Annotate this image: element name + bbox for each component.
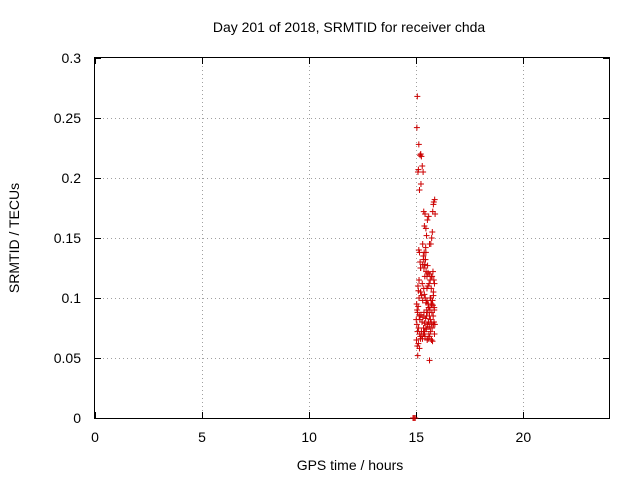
data-point: [431, 307, 438, 313]
data-point: [423, 297, 430, 304]
x-tick-label: 20: [516, 429, 532, 445]
y-tick-label: 0: [73, 410, 81, 426]
data-point: [418, 292, 425, 299]
data-point: [427, 316, 434, 323]
data-point: [417, 265, 424, 271]
data-point: [425, 304, 432, 311]
data-point: [429, 325, 436, 331]
data-point: [412, 415, 419, 421]
data-point: [417, 289, 424, 295]
x-tick-labels: 0 5 10 15 20: [91, 429, 531, 445]
x-tick-label: 15: [408, 429, 424, 445]
data-point: [430, 289, 437, 295]
y-tick-label: 0.05: [54, 350, 81, 366]
data-point: [430, 321, 437, 328]
data-point: [426, 313, 433, 319]
data-point: [421, 291, 428, 298]
y-axis-label: SRMTID / TECUs: [6, 183, 22, 293]
data-point: [419, 319, 426, 325]
data-point: [416, 345, 423, 352]
data-point: [419, 163, 426, 169]
data-point: [421, 328, 428, 335]
data-point: [424, 217, 431, 223]
x-tick-label: 0: [91, 429, 99, 445]
data-point: [419, 280, 426, 287]
data-point: [432, 211, 439, 217]
y-tick-label: 0.1: [62, 290, 82, 306]
x-tick-label: 5: [198, 429, 206, 445]
data-point: [415, 141, 422, 148]
data-point: [416, 187, 423, 193]
data-point: [425, 213, 432, 220]
data-point: [415, 166, 422, 173]
chart-title: Day 201 of 2018, SRMTID for receiver chd…: [213, 19, 486, 35]
plot-frame: [94, 57, 610, 419]
data-point: [413, 316, 420, 323]
axis-ticks: [95, 58, 609, 419]
data-point: [429, 302, 436, 309]
data-point: [428, 235, 435, 241]
data-point: [420, 256, 427, 263]
data-point: [427, 295, 434, 301]
data-point: [430, 277, 437, 283]
data-point: [431, 196, 438, 203]
y-tick-label: 0.25: [54, 110, 81, 126]
data-point: [415, 340, 422, 347]
y-tick-label: 0.15: [54, 230, 81, 246]
data-point: [427, 241, 434, 247]
data-point: [416, 277, 423, 283]
y-tick-label: 0.2: [62, 170, 82, 186]
data-points: [410, 93, 439, 421]
data-point: [428, 273, 435, 280]
data-point: [429, 229, 436, 235]
data-point: [429, 338, 436, 345]
data-point: [431, 331, 438, 337]
data-point: [425, 269, 432, 276]
data-point: [427, 328, 434, 335]
data-point: [425, 283, 432, 289]
data-point: [422, 325, 429, 331]
x-tick-label: 10: [301, 429, 317, 445]
data-point: [413, 124, 420, 131]
x-axis-label: GPS time / hours: [297, 457, 404, 473]
data-point: [414, 93, 421, 100]
data-point: [423, 232, 430, 239]
grid-lines: [95, 58, 609, 418]
data-point: [419, 241, 426, 247]
data-point: [418, 153, 425, 160]
data-point: [419, 261, 426, 268]
data-point: [424, 262, 431, 269]
y-tick-label: 0.3: [62, 50, 82, 66]
data-point: [417, 152, 424, 159]
data-point: [420, 169, 427, 175]
data-point: [419, 314, 426, 321]
data-point: [426, 357, 433, 364]
data-point: [421, 273, 428, 280]
data-point: [422, 211, 429, 217]
data-point: [426, 333, 433, 340]
data-point: [413, 337, 420, 343]
data-point: [413, 321, 420, 328]
data-point: [417, 181, 424, 187]
data-point: [415, 303, 422, 310]
data-point: [422, 225, 429, 232]
data-point: [421, 320, 428, 327]
y-tick-labels: 0 0.05 0.1 0.15 0.2 0.25 0.3: [54, 50, 81, 426]
data-point: [431, 280, 438, 287]
data-point: [422, 249, 429, 256]
data-point: [414, 352, 421, 359]
data-point: [429, 268, 436, 275]
data-point: [414, 309, 421, 316]
data-point: [428, 337, 435, 343]
